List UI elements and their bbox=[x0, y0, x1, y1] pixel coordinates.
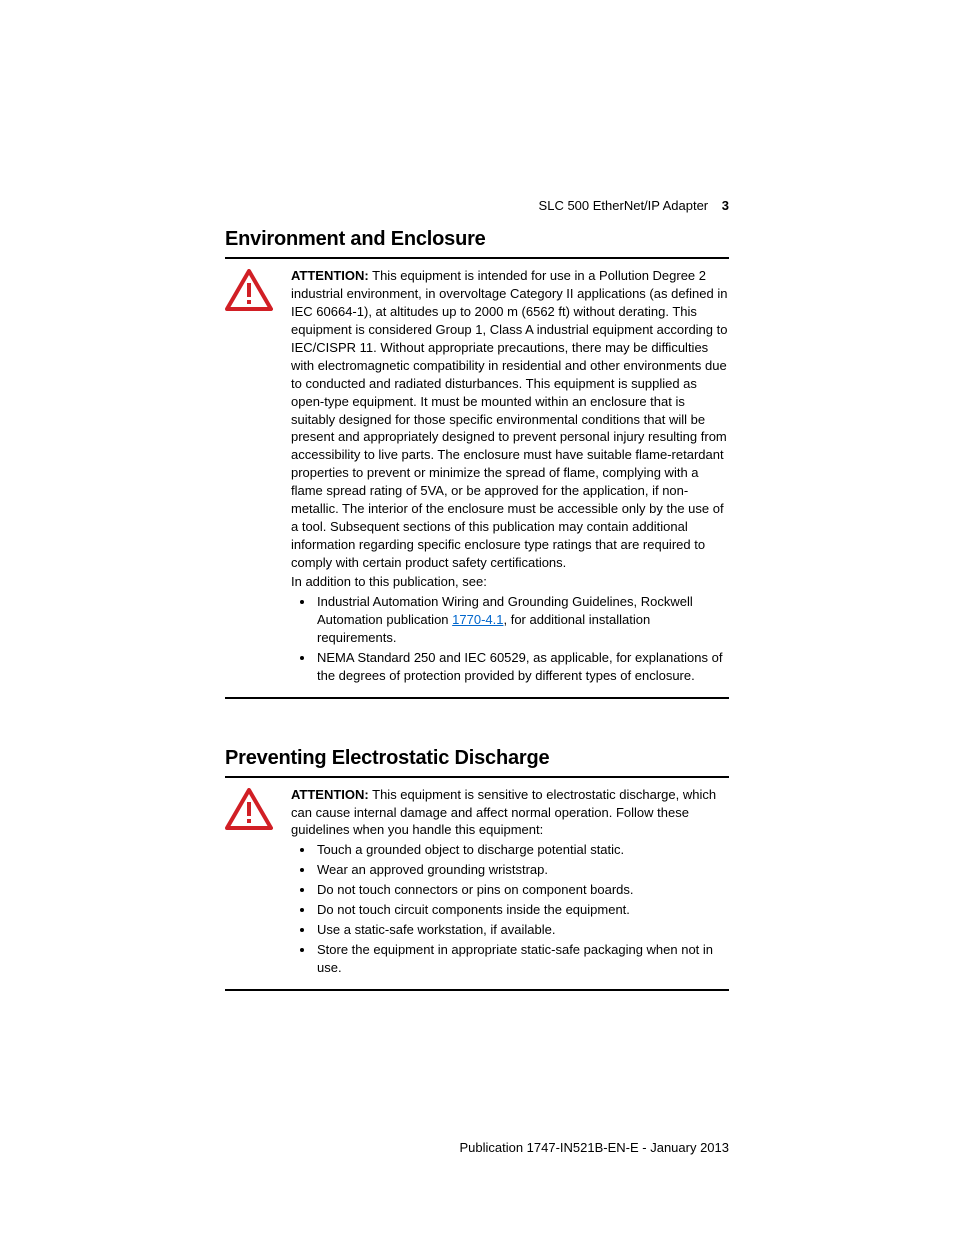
list-item: Industrial Automation Wiring and Groundi… bbox=[315, 593, 729, 647]
section-bottom-rule bbox=[225, 989, 729, 991]
list-item: Do not touch circuit components inside t… bbox=[315, 901, 729, 919]
footer-publication: Publication 1747-IN521B-EN-E - January 2… bbox=[459, 1140, 729, 1155]
running-header: SLC 500 EtherNet/IP Adapter 3 bbox=[539, 198, 729, 213]
section-environment-enclosure: Environment and Enclosure ATTENTION: Thi… bbox=[225, 228, 729, 699]
list-item: Wear an approved grounding wriststrap. bbox=[315, 861, 729, 879]
list-item: Use a static-safe workstation, if availa… bbox=[315, 921, 729, 939]
attention-block: ATTENTION: This equipment is intended fo… bbox=[225, 259, 729, 697]
page-number: 3 bbox=[722, 198, 729, 213]
attention-icon bbox=[225, 269, 273, 316]
list-item: Do not touch connectors or pins on compo… bbox=[315, 881, 729, 899]
section-bottom-rule bbox=[225, 697, 729, 699]
section-electrostatic-discharge: Preventing Electrostatic Discharge ATTEN… bbox=[225, 747, 729, 991]
document-page: SLC 500 EtherNet/IP Adapter 3 Environmen… bbox=[0, 0, 954, 1235]
list-item: Store the equipment in appropriate stati… bbox=[315, 941, 729, 977]
header-doc-title: SLC 500 EtherNet/IP Adapter bbox=[539, 198, 709, 213]
publication-link[interactable]: 1770-4.1 bbox=[452, 612, 503, 627]
list-item: NEMA Standard 250 and IEC 60529, as appl… bbox=[315, 649, 729, 685]
attention-label: ATTENTION: bbox=[291, 787, 369, 802]
section-heading: Environment and Enclosure bbox=[225, 228, 729, 251]
attention-para-2: In addition to this publication, see: bbox=[291, 573, 729, 591]
attention-para-1: This equipment is intended for use in a … bbox=[291, 268, 727, 570]
attention-body: ATTENTION: This equipment is sensitive t… bbox=[291, 786, 729, 979]
attention-icon bbox=[225, 788, 273, 835]
attention-block: ATTENTION: This equipment is sensitive t… bbox=[225, 778, 729, 989]
attention-list: Touch a grounded object to discharge pot… bbox=[291, 841, 729, 977]
section-heading: Preventing Electrostatic Discharge bbox=[225, 747, 729, 770]
attention-list: Industrial Automation Wiring and Groundi… bbox=[291, 593, 729, 685]
list-item: Touch a grounded object to discharge pot… bbox=[315, 841, 729, 859]
attention-label: ATTENTION: bbox=[291, 268, 369, 283]
attention-body: ATTENTION: This equipment is intended fo… bbox=[291, 267, 729, 687]
